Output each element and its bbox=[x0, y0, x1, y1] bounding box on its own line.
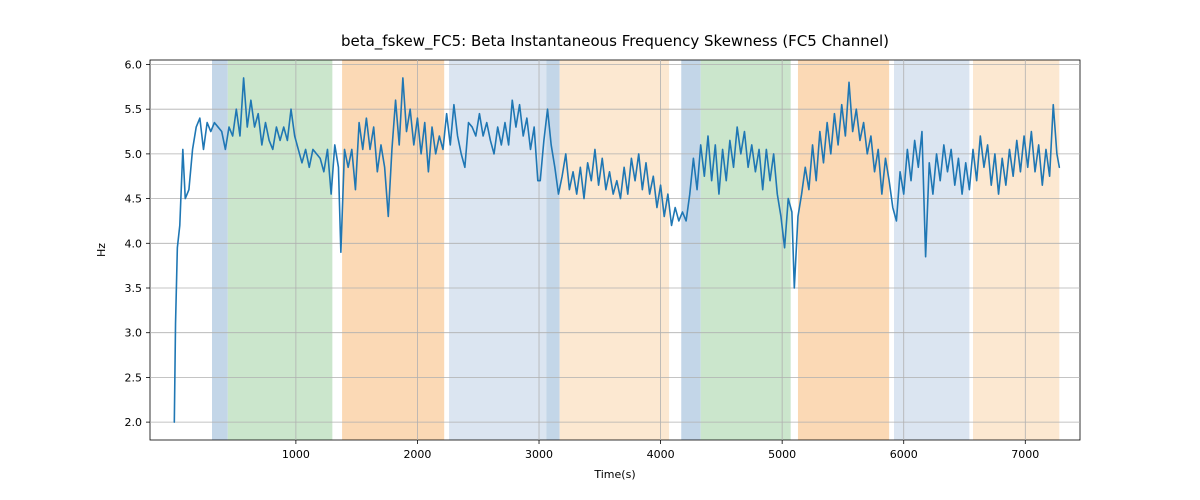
y-tick-label: 5.0 bbox=[125, 148, 143, 161]
shaded-band bbox=[973, 60, 1059, 440]
y-tick-label: 6.0 bbox=[125, 58, 143, 71]
x-tick-label: 5000 bbox=[768, 448, 796, 461]
chart-title: beta_fskew_FC5: Beta Instantaneous Frequ… bbox=[341, 32, 889, 51]
y-axis-ticks: 2.0 2.5 3.0 3.5 4.0 4.5 5.0 5.5 6.0 bbox=[125, 58, 151, 429]
y-tick-label: 4.0 bbox=[125, 237, 143, 250]
x-tick-label: 2000 bbox=[403, 448, 431, 461]
line-chart: 1000 2000 3000 4000 5000 6000 7000 2.0 2.5 3.0 3.… bbox=[0, 0, 1200, 500]
shaded-band bbox=[681, 60, 700, 440]
x-tick-label: 1000 bbox=[282, 448, 310, 461]
y-axis-label: Hz bbox=[95, 243, 108, 257]
y-tick-label: 3.0 bbox=[125, 327, 143, 340]
x-axis-ticks: 1000 2000 3000 4000 5000 6000 7000 bbox=[282, 440, 1039, 461]
x-tick-label: 4000 bbox=[647, 448, 675, 461]
y-tick-label: 4.5 bbox=[125, 193, 143, 206]
shaded-band bbox=[228, 60, 333, 440]
x-axis-label: Time(s) bbox=[593, 468, 635, 481]
y-tick-label: 2.5 bbox=[125, 371, 143, 384]
y-tick-label: 5.5 bbox=[125, 103, 143, 116]
shaded-band bbox=[449, 60, 546, 440]
x-tick-label: 6000 bbox=[890, 448, 918, 461]
shaded-band bbox=[212, 60, 228, 440]
y-tick-label: 2.0 bbox=[125, 416, 143, 429]
x-tick-label: 3000 bbox=[525, 448, 553, 461]
shaded-band bbox=[560, 60, 669, 440]
y-tick-label: 3.5 bbox=[125, 282, 143, 295]
x-tick-label: 7000 bbox=[1011, 448, 1039, 461]
shaded-band bbox=[701, 60, 791, 440]
shaded-band bbox=[894, 60, 969, 440]
shaded-band bbox=[342, 60, 444, 440]
background-bands bbox=[212, 60, 1059, 440]
